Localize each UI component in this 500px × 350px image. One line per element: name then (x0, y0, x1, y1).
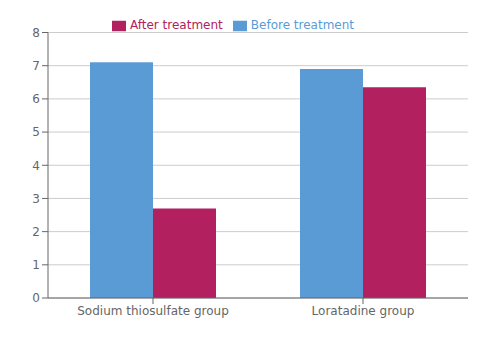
svg-text:6: 6 (32, 92, 40, 106)
svg-text:5: 5 (32, 125, 40, 139)
svg-text:7: 7 (32, 59, 40, 73)
svg-text:Sodium thiosulfate group: Sodium thiosulfate group (77, 304, 229, 318)
svg-text:1: 1 (32, 258, 40, 272)
svg-text:0: 0 (32, 291, 40, 305)
svg-text:3: 3 (32, 192, 40, 206)
html-text:After treatment: After treatment (130, 18, 223, 32)
html-text:Before treatment: Before treatment (250, 18, 354, 32)
svg-text:Loratadine group: Loratadine group (312, 304, 415, 318)
svg-text:4: 4 (32, 159, 40, 173)
svg-text:8: 8 (32, 26, 40, 40)
svg-text:2: 2 (32, 225, 40, 239)
